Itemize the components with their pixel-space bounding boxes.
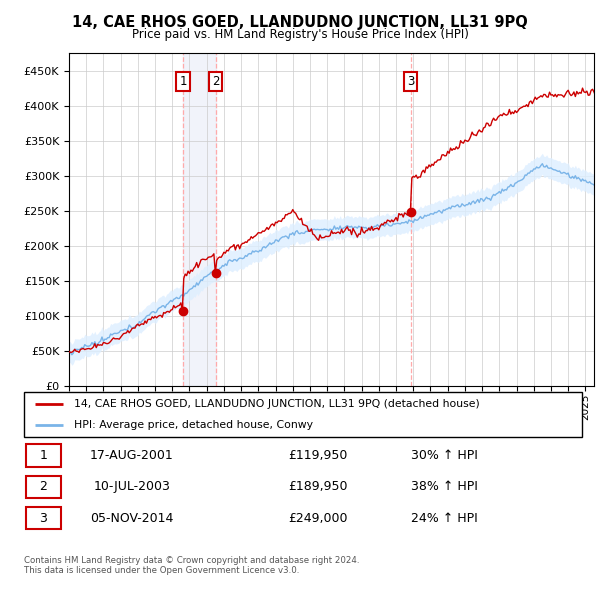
- Text: 2: 2: [212, 75, 220, 88]
- Text: Contains HM Land Registry data © Crown copyright and database right 2024.: Contains HM Land Registry data © Crown c…: [24, 556, 359, 565]
- Text: £189,950: £189,950: [288, 480, 348, 493]
- FancyBboxPatch shape: [26, 476, 61, 498]
- Text: 10-JUL-2003: 10-JUL-2003: [94, 480, 170, 493]
- Text: This data is licensed under the Open Government Licence v3.0.: This data is licensed under the Open Gov…: [24, 566, 299, 575]
- Text: 30% ↑ HPI: 30% ↑ HPI: [410, 449, 478, 462]
- Text: 24% ↑ HPI: 24% ↑ HPI: [410, 512, 478, 525]
- Text: HPI: Average price, detached house, Conwy: HPI: Average price, detached house, Conw…: [74, 419, 313, 430]
- Text: Price paid vs. HM Land Registry's House Price Index (HPI): Price paid vs. HM Land Registry's House …: [131, 28, 469, 41]
- Text: 38% ↑ HPI: 38% ↑ HPI: [410, 480, 478, 493]
- Text: 3: 3: [407, 75, 414, 88]
- Text: 3: 3: [40, 512, 47, 525]
- FancyBboxPatch shape: [24, 392, 582, 437]
- FancyBboxPatch shape: [26, 507, 61, 529]
- Text: 17-AUG-2001: 17-AUG-2001: [90, 449, 174, 462]
- Text: £249,000: £249,000: [288, 512, 348, 525]
- Text: 1: 1: [40, 449, 47, 462]
- Text: 14, CAE RHOS GOED, LLANDUDNO JUNCTION, LL31 9PQ (detached house): 14, CAE RHOS GOED, LLANDUDNO JUNCTION, L…: [74, 399, 480, 409]
- Text: 2: 2: [40, 480, 47, 493]
- Text: 05-NOV-2014: 05-NOV-2014: [91, 512, 173, 525]
- FancyBboxPatch shape: [26, 444, 61, 467]
- Text: 14, CAE RHOS GOED, LLANDUDNO JUNCTION, LL31 9PQ: 14, CAE RHOS GOED, LLANDUDNO JUNCTION, L…: [72, 15, 528, 30]
- Bar: [183, 53, 215, 386]
- Text: 1: 1: [179, 75, 187, 88]
- Text: £119,950: £119,950: [289, 449, 347, 462]
